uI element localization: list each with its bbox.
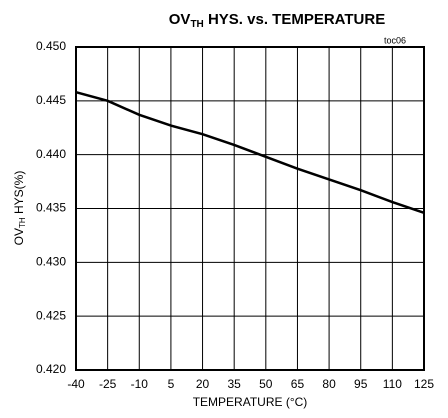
annotation: toc06 bbox=[384, 35, 406, 45]
y-tick-label: 0.450 bbox=[36, 39, 66, 53]
x-tick-label: 65 bbox=[291, 377, 305, 391]
x-tick-label: -10 bbox=[131, 377, 149, 391]
y-tick-label: 0.440 bbox=[36, 147, 66, 161]
x-tick-label: 20 bbox=[196, 377, 210, 391]
y-tick-label: 0.445 bbox=[36, 93, 66, 107]
plot-frame bbox=[75, 46, 425, 371]
title-part: OV bbox=[169, 11, 191, 28]
chart-title: OVTH HYS. vs. TEMPERATURE bbox=[169, 11, 385, 30]
x-tick-label: 5 bbox=[168, 377, 175, 391]
x-tick-label: 110 bbox=[383, 377, 402, 391]
ylabel-sub: TH bbox=[18, 217, 27, 228]
data-line bbox=[75, 91, 425, 214]
x-tick-label: 80 bbox=[322, 377, 336, 391]
x-tick-label: 95 bbox=[354, 377, 368, 391]
title-sub: TH bbox=[190, 19, 203, 30]
x-tick-label: 125 bbox=[414, 377, 434, 391]
y-tick-label: 0.425 bbox=[36, 308, 66, 322]
x-axis-label: TEMPERATURE (°C) bbox=[193, 395, 308, 409]
ylabel-part: HYS(%) bbox=[12, 171, 26, 218]
x-tick-label: -25 bbox=[99, 377, 117, 391]
y-tick-label: 0.420 bbox=[36, 362, 66, 376]
y-axis-label: OVTH HYS(%) bbox=[12, 171, 27, 246]
y-tick-label: 0.430 bbox=[36, 255, 66, 269]
x-tick-label: 50 bbox=[259, 377, 273, 391]
y-tick-label: 0.435 bbox=[36, 201, 66, 215]
x-tick-label: 35 bbox=[228, 377, 242, 391]
ylabel-part: OV bbox=[12, 228, 26, 245]
x-tick-label: -40 bbox=[67, 377, 85, 391]
title-part: HYS. vs. TEMPERATURE bbox=[204, 11, 385, 28]
